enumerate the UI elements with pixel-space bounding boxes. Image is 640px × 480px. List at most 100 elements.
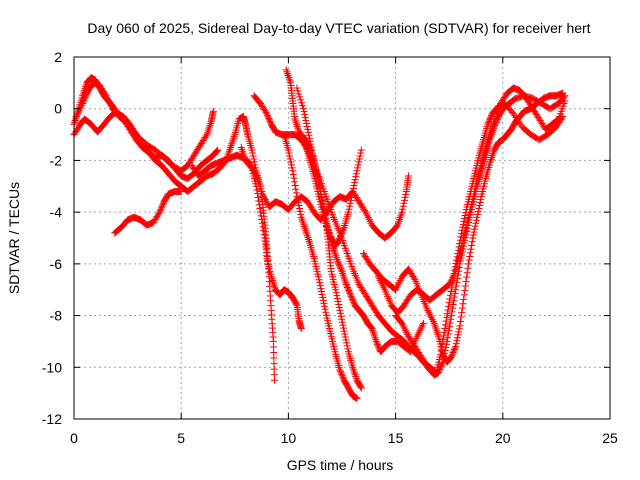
data-point [296, 207, 304, 215]
data-point [337, 265, 345, 273]
data-point [336, 233, 344, 241]
data-point [336, 309, 344, 317]
data-point [263, 110, 271, 118]
data-point [319, 293, 327, 301]
data-point [283, 68, 291, 76]
series-2 [70, 74, 278, 384]
data-point [445, 302, 453, 310]
data-point [472, 219, 480, 227]
data-point [476, 201, 484, 209]
data-point [332, 252, 340, 260]
data-point [344, 283, 352, 291]
data-point [346, 289, 354, 297]
data-point [374, 342, 382, 350]
data-point [474, 210, 482, 218]
data-point [397, 212, 405, 220]
data-point [285, 75, 293, 83]
data-point [449, 350, 457, 358]
data-point [202, 132, 210, 140]
data-point [342, 336, 350, 344]
data-point [457, 317, 465, 325]
data-point [396, 216, 404, 224]
data-point [448, 351, 456, 359]
data-point [488, 152, 496, 160]
data-point [258, 216, 266, 224]
data-point [331, 248, 339, 256]
data-point [351, 179, 359, 187]
data-point [488, 153, 496, 161]
data-point [349, 365, 357, 373]
data-point [209, 107, 217, 115]
data-point [305, 235, 313, 243]
data-point [229, 136, 237, 144]
data-point [230, 132, 238, 140]
data-point [461, 286, 469, 294]
data-point [435, 367, 443, 375]
data-point [448, 308, 456, 316]
data-point [345, 286, 353, 294]
data-point [460, 291, 468, 299]
data-point [308, 146, 316, 154]
data-point [443, 310, 451, 318]
data-point [325, 228, 333, 236]
data-point [295, 201, 303, 209]
data-point [344, 345, 352, 353]
chart-title: Day 060 of 2025, Sidereal Day-to-day VTE… [87, 20, 590, 36]
data-point [340, 273, 348, 281]
data-point [434, 368, 442, 376]
data-point [177, 187, 185, 195]
data-point [346, 202, 354, 210]
data-point [347, 193, 355, 201]
data-point [226, 145, 234, 153]
data-point [465, 256, 473, 264]
data-point [250, 155, 258, 163]
data-point [331, 250, 339, 258]
data-point [307, 140, 315, 148]
data-point [561, 97, 569, 105]
data-point [353, 394, 361, 402]
data-point [293, 121, 301, 129]
data-point [450, 297, 458, 305]
data-point [439, 355, 447, 363]
data-point [292, 119, 300, 127]
data-point [338, 315, 346, 323]
data-point [441, 346, 449, 354]
series-14 [374, 84, 569, 317]
data-point [475, 204, 483, 212]
y-tick-label: -8 [50, 308, 63, 324]
data-point [297, 213, 305, 221]
data-point [337, 266, 345, 274]
data-point [372, 337, 380, 345]
data-point [302, 119, 310, 127]
data-point [285, 149, 293, 157]
data-point [302, 117, 310, 125]
y-axis-label: SDTVAR / TECUs [6, 182, 22, 294]
data-point [463, 273, 471, 281]
data-point [264, 111, 272, 119]
data-point [450, 346, 458, 354]
data-point [304, 128, 312, 136]
data-point [289, 170, 297, 178]
data-point [339, 321, 347, 329]
data-point [155, 210, 163, 218]
data-point [346, 199, 354, 207]
series-8 [282, 66, 365, 392]
data-point [338, 230, 346, 238]
data-point [348, 190, 356, 198]
data-point [339, 227, 347, 235]
data-point [266, 117, 274, 125]
data-point [349, 297, 357, 305]
data-point [337, 231, 345, 239]
data-point [460, 295, 468, 303]
data-point [341, 333, 349, 341]
data-point [249, 149, 257, 157]
data-point [401, 193, 409, 201]
data-point [205, 123, 213, 131]
data-point [156, 207, 164, 215]
data-point [371, 334, 379, 342]
data-point [464, 264, 472, 272]
data-point [449, 349, 457, 357]
data-point [300, 223, 308, 231]
x-tick-label: 20 [495, 430, 511, 446]
data-point [205, 125, 213, 133]
